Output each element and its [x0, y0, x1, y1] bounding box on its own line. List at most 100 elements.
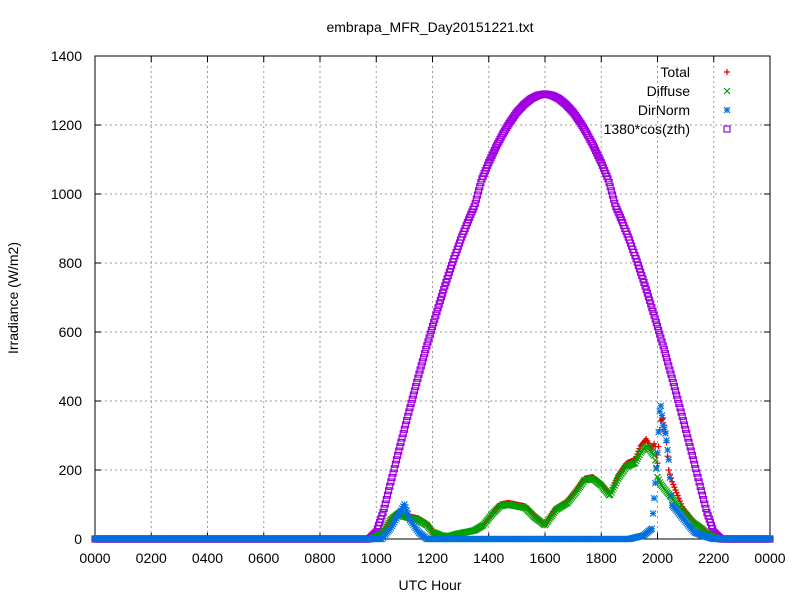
data-point: [724, 69, 730, 75]
data-point: [400, 425, 408, 433]
chart-title: embrapa_MFR_Day20151221.txt: [326, 19, 533, 35]
data-point: [686, 443, 694, 451]
data-point: [669, 378, 677, 387]
data-point: [649, 510, 657, 517]
data-point: [423, 342, 431, 350]
data-point: [435, 300, 443, 308]
data-point: [687, 447, 695, 455]
data-point: [660, 425, 668, 433]
data-point: [431, 315, 439, 323]
data-point: [391, 460, 399, 468]
series-layer: [91, 90, 774, 543]
data-point: [661, 350, 669, 358]
legend-label: DirNorm: [638, 102, 690, 118]
data-point: [673, 391, 681, 399]
data-point: [425, 334, 433, 342]
y-axis: 0 200 400 600 800 1000 1200 1400: [51, 48, 770, 547]
legend-item: DirNorm: [638, 102, 731, 118]
data-point: [414, 374, 422, 382]
data-point: [424, 338, 432, 346]
data-point: [394, 451, 402, 460]
data-point: [723, 125, 731, 133]
data-point: [654, 449, 661, 457]
data-point: [671, 484, 678, 491]
data-point: [472, 195, 480, 203]
data-point: [379, 508, 387, 517]
legend-label: 1380*cos(zth): [604, 121, 690, 137]
data-point: [415, 370, 423, 378]
data-point: [651, 440, 658, 447]
x-tick-label: 2000: [642, 550, 673, 566]
data-point: [666, 366, 674, 374]
data-point: [692, 465, 700, 473]
data-point: [672, 487, 679, 494]
data-point: [766, 535, 774, 543]
data-point: [395, 447, 403, 455]
legend-label: Diffuse: [647, 83, 691, 99]
data-point: [664, 358, 672, 366]
y-tick-label: 0: [74, 531, 82, 547]
data-point: [656, 330, 664, 338]
data-point: [412, 383, 420, 391]
data-point: [671, 387, 680, 395]
data-point: [723, 87, 731, 95]
y-tick-label: 1400: [51, 48, 82, 64]
data-point: [679, 417, 687, 425]
data-point: [648, 525, 656, 533]
data-point: [398, 434, 406, 442]
legend-item: Total: [660, 64, 730, 80]
y-tick-label: 800: [59, 255, 83, 271]
data-point: [723, 106, 731, 114]
data-point: [385, 487, 393, 495]
data-point: [694, 473, 702, 482]
x-tick-label: 0800: [304, 550, 335, 566]
data-point: [405, 408, 413, 416]
data-point: [589, 142, 597, 150]
data-point: [700, 496, 708, 504]
data-point: [471, 199, 479, 207]
data-point: [390, 465, 398, 473]
data-point: [397, 438, 405, 446]
data-point: [655, 443, 662, 450]
legend-item: Diffuse: [647, 83, 731, 99]
data-point: [402, 504, 409, 511]
data-point: [389, 469, 397, 477]
data-point: [413, 378, 421, 387]
series-dirnorm: [91, 402, 774, 543]
data-point: [655, 428, 663, 436]
legend-label: Total: [660, 64, 690, 80]
x-tick-label: 0000: [79, 550, 110, 566]
data-point: [697, 487, 705, 495]
data-point: [657, 402, 665, 410]
data-point: [696, 482, 704, 490]
data-point: [668, 374, 676, 382]
data-point: [649, 307, 657, 316]
data-point: [400, 501, 408, 508]
data-point: [651, 315, 659, 323]
data-point: [653, 322, 662, 331]
data-point: [656, 407, 664, 415]
data-point: [659, 421, 667, 429]
data-point: [434, 304, 442, 312]
data-point: [605, 179, 613, 187]
data-point: [410, 387, 419, 395]
data-point: [475, 187, 483, 195]
data-point: [657, 334, 665, 342]
data-point: [646, 296, 654, 304]
data-point: [398, 505, 406, 513]
y-tick-label: 1200: [51, 117, 82, 133]
data-point: [382, 496, 390, 504]
data-point: [665, 467, 672, 473]
data-point: [647, 300, 655, 308]
data-point: [403, 507, 411, 515]
data-point: [667, 370, 675, 378]
data-point: [695, 478, 703, 486]
data-point: [670, 383, 678, 391]
data-point: [678, 412, 686, 420]
data-point: [682, 425, 690, 433]
data-point: [418, 358, 426, 366]
data-point: [658, 338, 666, 346]
grid: [95, 56, 770, 539]
data-point: [650, 494, 658, 502]
data-point: [675, 399, 683, 408]
